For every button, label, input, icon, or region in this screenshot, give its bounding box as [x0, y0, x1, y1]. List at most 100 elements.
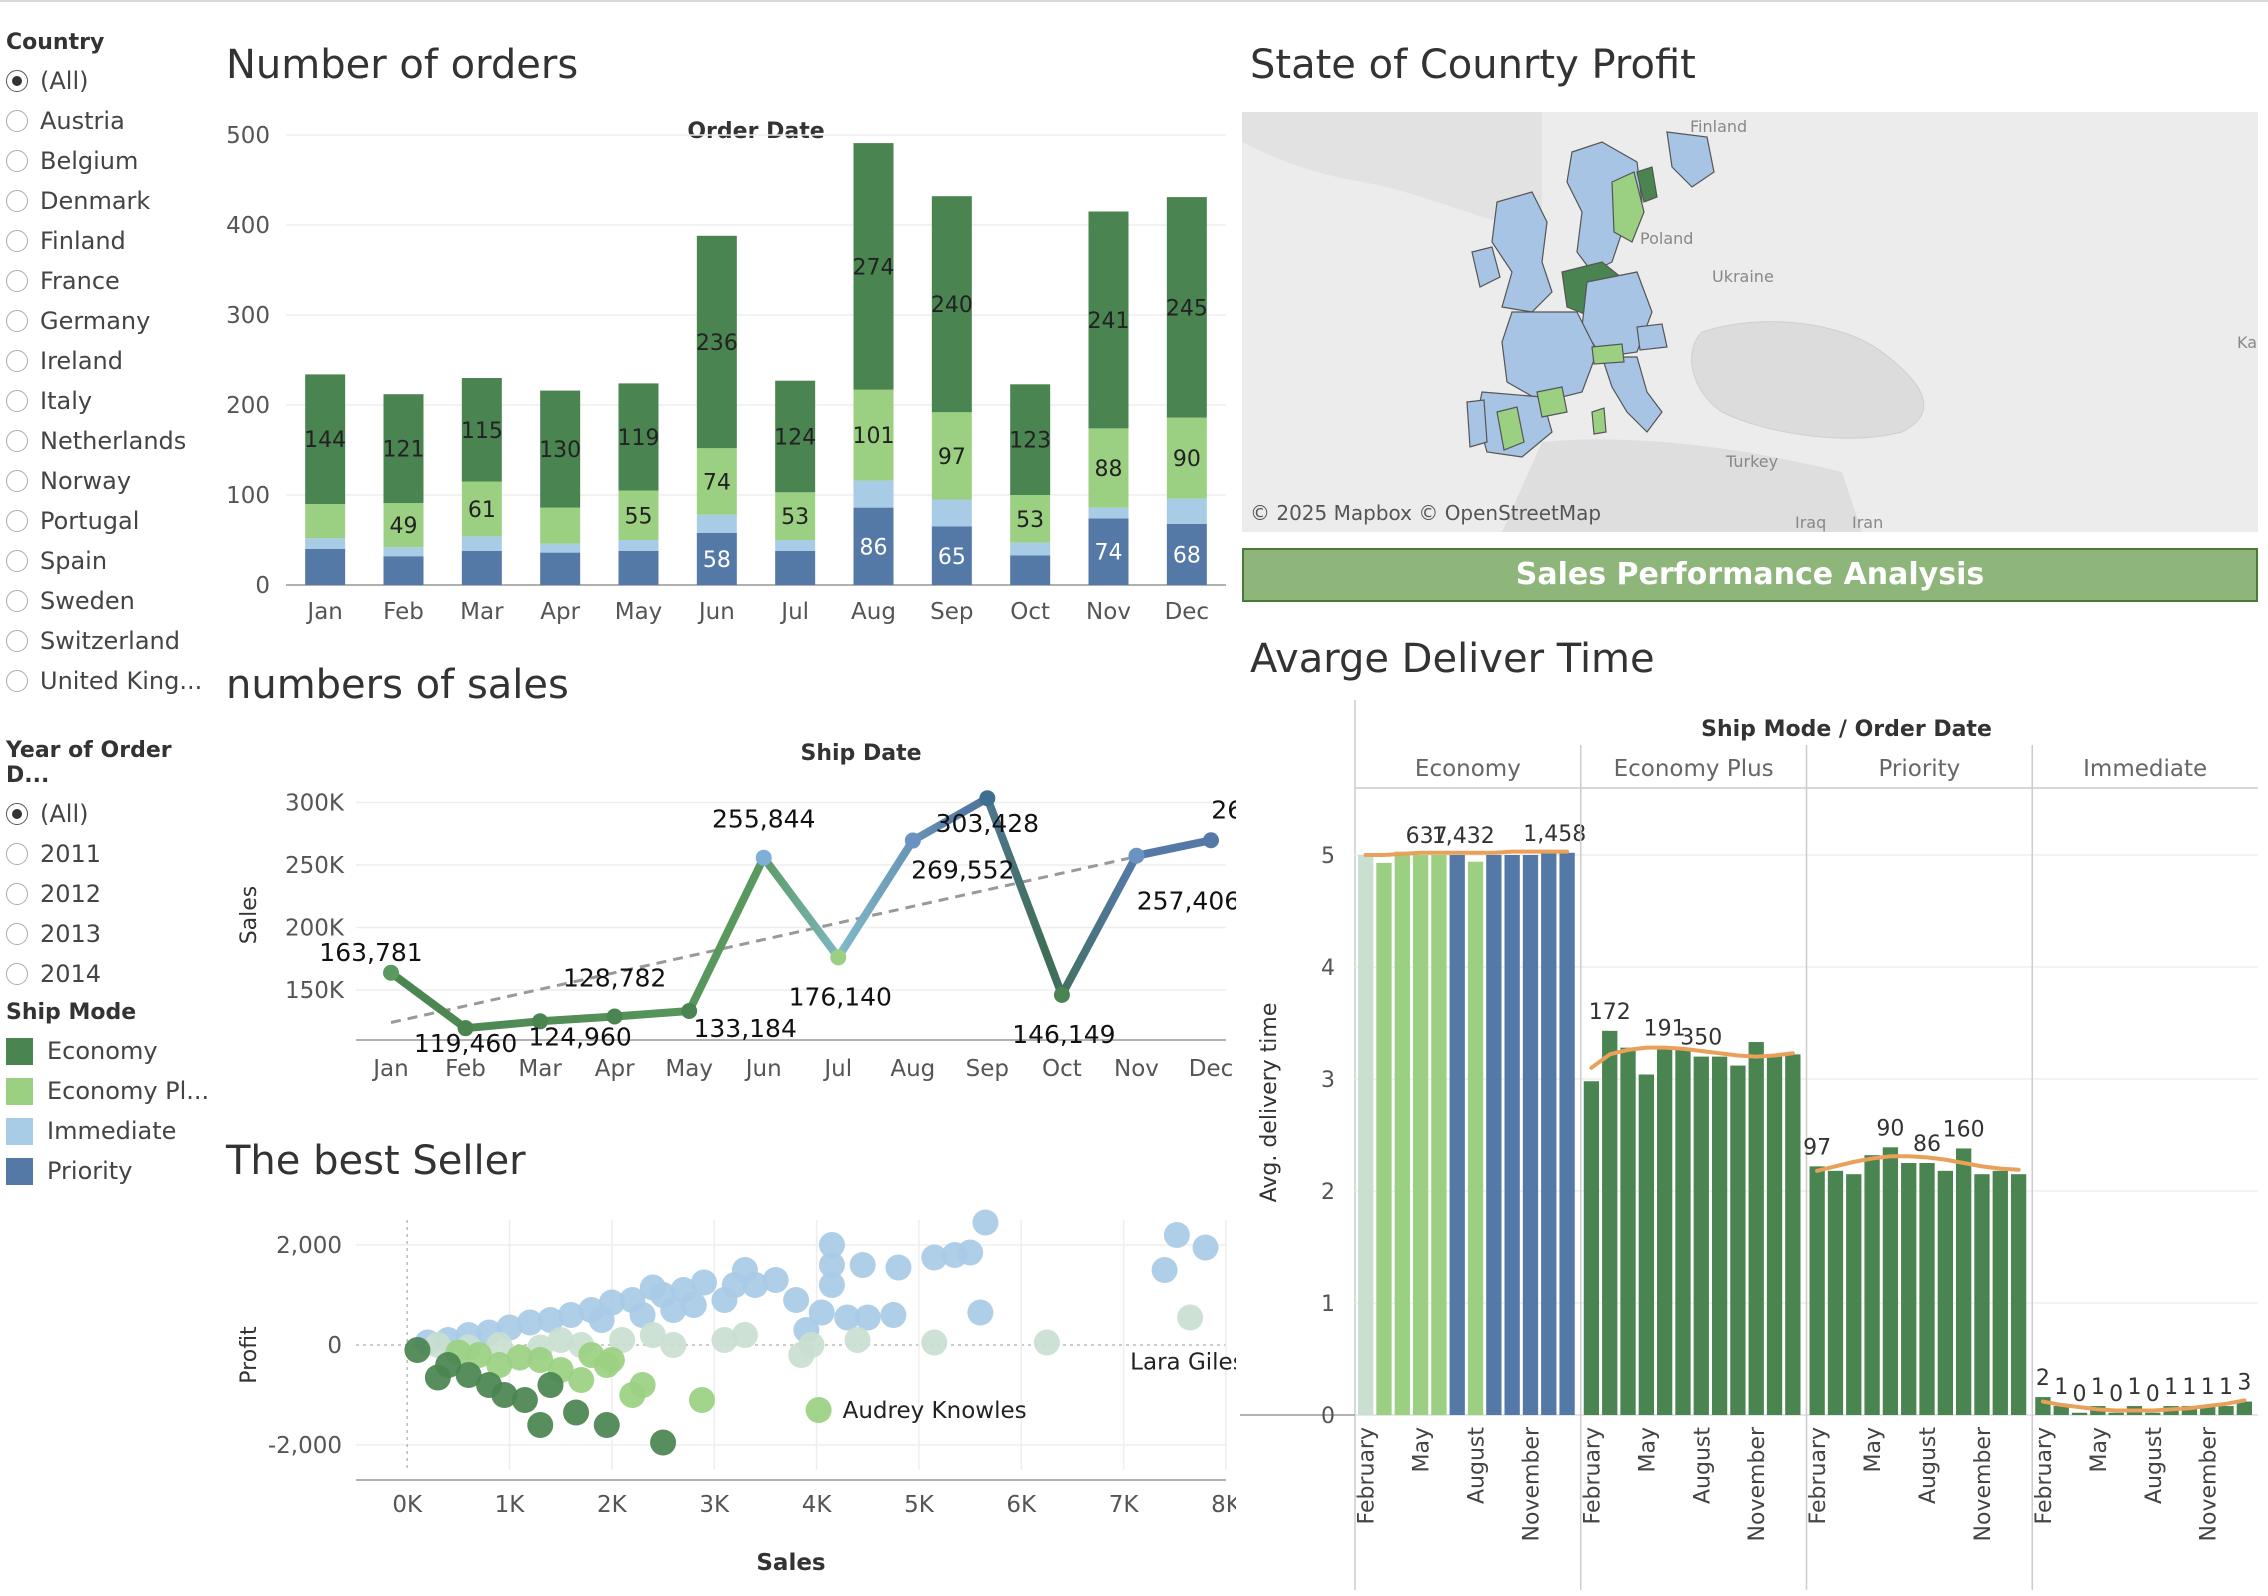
delivery-trend-priority [1815, 1154, 2021, 1173]
country-option-netherlands[interactable]: Netherlands [6, 421, 216, 461]
country-radio[interactable] [6, 230, 28, 252]
orders-bar-label: 236 [696, 331, 738, 356]
ship-mode-legend: Ship Mode Economy Economy Pl... Immediate P… [6, 1000, 216, 1191]
country-option-label: Portugal [40, 507, 140, 535]
country-option-switzerland[interactable]: Switzerland [6, 621, 216, 661]
map-label-poland: Poland [1640, 229, 1693, 248]
country-option-italy[interactable]: Italy [6, 381, 216, 421]
legend-item-priority[interactable]: Priority [6, 1151, 216, 1191]
delivery-bar-label: 86 [1913, 1132, 1941, 1157]
country-option-label: Norway [40, 467, 132, 495]
delivery-axis-title: Ship Mode / Order Date [1701, 717, 1992, 742]
country-radio[interactable] [6, 430, 28, 452]
seller-point [921, 1244, 948, 1271]
seller-point [1163, 1222, 1190, 1248]
legend-item-immediate[interactable]: Immediate [6, 1111, 216, 1151]
country-radio[interactable] [6, 270, 28, 292]
country-radio[interactable] [6, 110, 28, 132]
year-radio[interactable] [6, 883, 28, 905]
sales-xtick-label: Feb [445, 1056, 486, 1082]
orders-bar-economy-plus-aug [853, 389, 894, 481]
orders-bar-immediate-jun [696, 514, 737, 533]
country-option-all[interactable]: (All) [6, 61, 216, 101]
country-filter-title: Country [6, 30, 105, 55]
country-radio[interactable] [6, 70, 28, 92]
country-option-austria[interactable]: Austria [6, 101, 216, 141]
country-option-belgium[interactable]: Belgium [6, 141, 216, 181]
orders-xtick-label: Feb [383, 599, 424, 625]
portugal-region [1466, 399, 1488, 448]
country-radio[interactable] [6, 310, 28, 332]
year-option-2014[interactable]: 2014 [6, 954, 216, 994]
orders-bar-economy-plus-jan [305, 504, 346, 539]
sales-ytick-label: 200K [285, 916, 345, 942]
gulf-region [1636, 166, 1658, 203]
year-radio[interactable] [6, 963, 28, 985]
delivery-bar-priority [1937, 1170, 1953, 1415]
legend-items: Economy Economy Pl... Immediate Priority [6, 1031, 216, 1191]
country-option-sweden[interactable]: Sweden [6, 581, 216, 621]
legend-item-economy[interactable]: Economy [6, 1031, 216, 1071]
orders-xtick-label: Sep [930, 599, 973, 625]
orders-bar-label: 144 [304, 428, 346, 453]
sales-point-label: 128,782 [563, 964, 666, 993]
country-option-norway[interactable]: Norway [6, 461, 216, 501]
year-option-label: (All) [40, 800, 89, 828]
europe-profit-map[interactable]: Finland Poland Ukraine Turkey Iraq Iran … [1242, 112, 2258, 532]
country-radio[interactable] [6, 350, 28, 372]
country-radio[interactable] [6, 550, 28, 572]
sales-point-label: 269,552 [911, 856, 1014, 885]
orders-ytick-label: 300 [226, 303, 270, 329]
year-option-2011[interactable]: 2011 [6, 834, 216, 874]
delivery-month-label: August [1690, 1427, 1715, 1504]
country-radio[interactable] [6, 670, 28, 692]
seller-point [1192, 1234, 1219, 1261]
country-option-denmark[interactable]: Denmark [6, 181, 216, 221]
seller-point [476, 1372, 503, 1398]
delivery-bar-economy-plus [1693, 1056, 1709, 1415]
legend-label: Economy Pl... [47, 1077, 210, 1105]
seller-point [424, 1332, 451, 1358]
seller-point [1177, 1304, 1204, 1331]
country-option-germany[interactable]: Germany [6, 301, 216, 341]
country-option-finland[interactable]: Finland [6, 221, 216, 261]
year-option-2013[interactable]: 2013 [6, 914, 216, 954]
orders-axis-title: Order Date [687, 119, 824, 144]
delivery-bar-economy [1522, 855, 1539, 1415]
delivery-bar-label: 0 [2146, 1382, 2160, 1407]
seller-point [609, 1327, 636, 1353]
country-option-united-king[interactable]: United King... [6, 661, 216, 701]
orders-bar-economy-jun [696, 235, 737, 449]
seller-xtick-label: 1K [495, 1492, 526, 1518]
seller-point [941, 1242, 968, 1268]
orders-bar-label: 240 [931, 293, 973, 318]
country-radio[interactable] [6, 590, 28, 612]
sales-point-dec [1203, 832, 1219, 849]
country-option-france[interactable]: France [6, 261, 216, 301]
sales-point-label: 257,406 [1137, 887, 1236, 916]
legend-item-economy-pl[interactable]: Economy Pl... [6, 1071, 216, 1111]
orders-bar-label: 115 [461, 419, 503, 444]
orders-bar-label: 101 [853, 424, 895, 449]
year-option-2012[interactable]: 2012 [6, 874, 216, 914]
country-radio[interactable] [6, 390, 28, 412]
country-radio[interactable] [6, 190, 28, 212]
year-filter-title: Year of Order D... [6, 738, 172, 788]
country-option-label: Belgium [40, 147, 139, 175]
sales-point-apr [606, 1008, 623, 1025]
delivery-bar-immediate [2053, 1406, 2069, 1415]
country-radio[interactable] [6, 630, 28, 652]
year-radio[interactable] [6, 803, 28, 825]
country-option-ireland[interactable]: Ireland [6, 341, 216, 381]
country-radio[interactable] [6, 470, 28, 492]
country-radio[interactable] [6, 150, 28, 172]
year-option-all[interactable]: (All) [6, 794, 216, 834]
country-radio[interactable] [6, 510, 28, 532]
country-option-label: Germany [40, 307, 151, 335]
sales-ytick-label: 300K [285, 791, 345, 817]
country-option-spain[interactable]: Spain [6, 541, 216, 581]
year-radio[interactable] [6, 843, 28, 865]
country-option-portugal[interactable]: Portugal [6, 501, 216, 541]
sales-y-axis-label: Sales [237, 886, 262, 945]
year-radio[interactable] [6, 923, 28, 945]
